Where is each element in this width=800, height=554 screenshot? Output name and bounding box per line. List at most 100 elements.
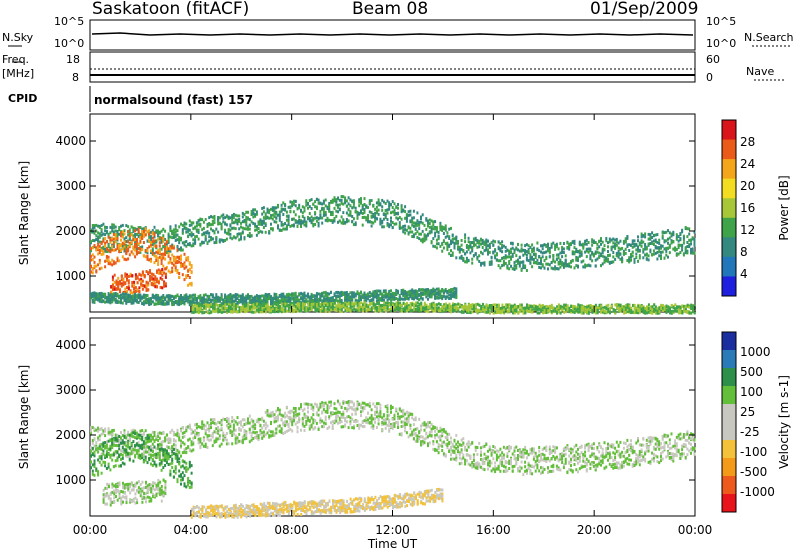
data-cell	[362, 306, 364, 310]
data-cell	[471, 247, 474, 251]
data-cell	[375, 201, 378, 205]
data-cell	[437, 242, 440, 246]
data-cell	[185, 222, 188, 226]
data-cell	[457, 246, 459, 249]
data-cell	[262, 206, 265, 210]
data-cell	[667, 229, 669, 233]
data-cell	[492, 239, 495, 243]
data-cell	[152, 277, 155, 281]
data-cell	[256, 308, 259, 312]
data-cell	[388, 297, 391, 301]
data-cell	[464, 240, 467, 244]
data-cell	[180, 302, 182, 306]
data-cell	[345, 298, 348, 302]
data-cell	[150, 244, 152, 248]
data-cell	[201, 296, 204, 300]
data-cell	[254, 302, 257, 306]
data-cell	[631, 245, 634, 249]
data-cell	[110, 285, 113, 289]
data-cell	[300, 296, 302, 300]
data-cell	[414, 293, 417, 297]
data-cell	[247, 225, 249, 229]
data-cell	[229, 305, 232, 309]
date-label: 01/Sep/2009	[590, 0, 699, 19]
data-cell	[374, 292, 377, 296]
data-cell	[238, 307, 241, 311]
data-cell	[225, 299, 228, 303]
data-cell	[601, 240, 604, 244]
data-cell	[116, 292, 119, 296]
data-cell	[450, 294, 452, 297]
data-cell	[566, 264, 569, 268]
data-cell	[518, 262, 521, 266]
data-cell	[178, 257, 181, 260]
data-cell	[562, 247, 565, 251]
data-cell	[412, 216, 415, 220]
data-cell	[291, 297, 294, 301]
data-cell	[499, 242, 502, 245]
data-cell	[296, 304, 299, 308]
data-cell	[215, 297, 218, 301]
data-cell	[294, 304, 297, 308]
data-cell	[150, 277, 153, 281]
data-cell	[314, 205, 317, 209]
data-cell	[111, 245, 114, 249]
data-cell	[284, 306, 287, 310]
data-cell	[97, 252, 100, 256]
data-cell	[292, 296, 295, 300]
data-cell	[322, 199, 325, 203]
data-cell	[136, 276, 139, 280]
data-cell	[363, 208, 366, 212]
data-cell	[506, 248, 509, 252]
data-cell	[497, 259, 500, 263]
data-cell	[307, 295, 309, 299]
data-cell	[310, 198, 313, 202]
data-cell	[98, 240, 101, 244]
data-cell	[395, 222, 398, 226]
data-cell	[148, 301, 151, 305]
data-cell	[631, 239, 634, 243]
data-cell	[229, 307, 232, 311]
data-cell	[90, 254, 92, 258]
data-cell	[677, 235, 680, 239]
data-cell	[105, 250, 108, 253]
data-cell	[248, 227, 251, 231]
data-cell	[594, 264, 597, 268]
data-cell	[591, 259, 594, 263]
data-cell	[213, 303, 216, 307]
data-cell	[398, 221, 401, 225]
data-cell	[340, 300, 343, 304]
data-cell	[414, 301, 417, 305]
data-cell	[234, 213, 237, 217]
data-cell	[638, 243, 641, 247]
data-cell	[532, 249, 535, 253]
data-cell	[307, 292, 309, 296]
data-cell	[183, 243, 186, 247]
data-cell	[187, 230, 190, 234]
data-cell	[642, 256, 645, 260]
data-cell	[675, 237, 678, 241]
data-cell	[480, 307, 483, 311]
data-cell	[427, 293, 429, 297]
data-cell	[524, 250, 527, 254]
data-cell	[241, 215, 244, 219]
data-cell	[575, 247, 578, 251]
data-cell	[98, 299, 101, 303]
data-cell	[524, 244, 527, 248]
data-cell	[134, 277, 137, 281]
data-cell	[188, 223, 191, 227]
data-cell	[457, 241, 459, 245]
data-cell	[206, 241, 209, 245]
data-cell	[525, 269, 528, 272]
data-cell	[585, 264, 588, 268]
data-cell	[644, 243, 647, 246]
data-cell	[188, 276, 191, 279]
data-cell	[160, 295, 163, 299]
data-cell	[312, 305, 315, 309]
data-cell	[268, 231, 271, 235]
data-cell	[478, 239, 481, 243]
data-cell	[548, 247, 551, 250]
data-cell	[515, 307, 518, 311]
data-cell	[612, 260, 615, 264]
data-cell	[105, 300, 108, 304]
